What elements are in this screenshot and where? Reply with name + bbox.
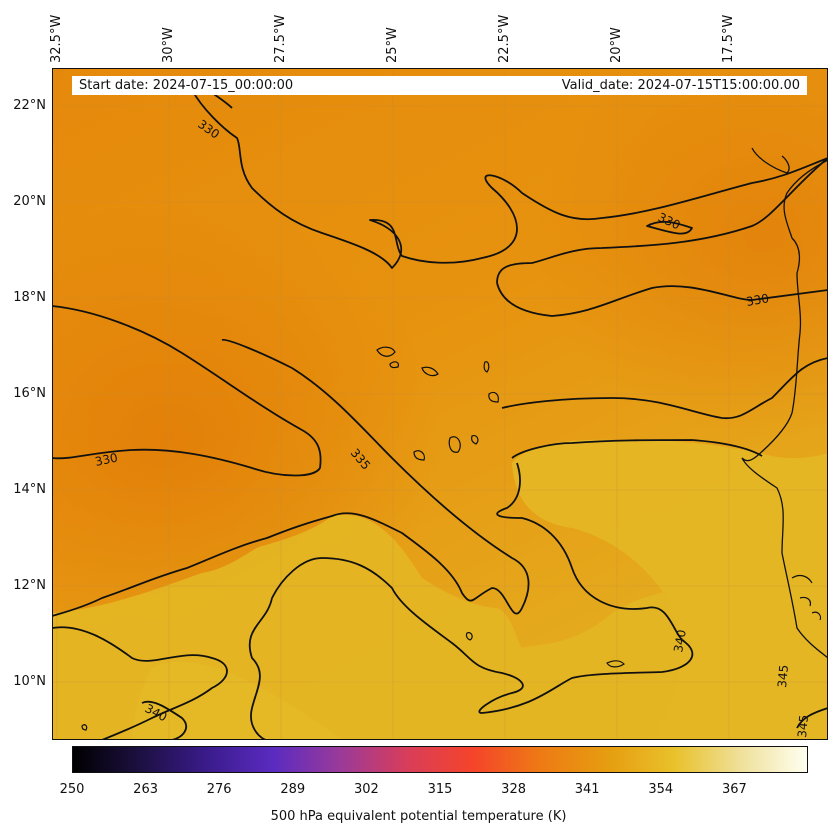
cape-verde-island-8 — [471, 435, 479, 445]
colorbar-label: 500 hPa equivalent potential temperature… — [270, 809, 567, 824]
contour-330-north — [191, 89, 828, 269]
cape-verde-island-3 — [421, 366, 439, 377]
contour-330-east — [496, 282, 828, 317]
islands — [81, 346, 822, 731]
longitude-label: 30°W — [161, 27, 176, 63]
latitude-label: 12°N — [13, 578, 46, 593]
latitude-label: 16°N — [13, 386, 46, 401]
longitude-label: 27.5°W — [273, 14, 288, 63]
contours — [52, 79, 828, 740]
colorbar-tick-label: 276 — [206, 782, 232, 797]
coastline-northern-bulge — [751, 147, 790, 174]
colorbar-tick-label: 354 — [648, 782, 674, 797]
bissagos-islands — [791, 574, 822, 621]
colorbar-tick-label: 289 — [280, 782, 306, 797]
contour-345-east — [796, 707, 828, 729]
high-theta-region-east — [512, 439, 828, 740]
contour-label-330-c: 330 — [745, 291, 770, 309]
contour-335-ridge — [52, 339, 530, 617]
coastline-africa — [741, 159, 828, 659]
colorbar-tick-label: 367 — [721, 782, 747, 797]
cape-verde-island-7 — [413, 450, 425, 461]
latitude-label: 14°N — [13, 482, 46, 497]
contour-340-inland — [248, 597, 273, 740]
island-south-2 — [606, 660, 625, 668]
start-date: Start date: 2024-07-15_00:00:00 — [79, 78, 294, 93]
contour-330-east-upper — [496, 157, 828, 284]
cape-verde-island-6 — [448, 436, 461, 453]
colorbar-tick-label: 250 — [59, 782, 85, 797]
coastline — [741, 147, 828, 659]
contour-rounded-north-east — [646, 220, 693, 235]
cape-verde-island-1 — [376, 346, 396, 357]
map-panel: 330 330 330 330 335 340 340 345 345 — [52, 68, 828, 740]
contour-labels: 330 330 330 330 335 340 340 345 345 — [94, 117, 811, 738]
latitude-label: 18°N — [13, 290, 46, 305]
cape-verde-island-2 — [389, 361, 400, 369]
longitude-label: 32.5°W — [49, 14, 64, 63]
contour-330-middle — [52, 305, 322, 477]
longitude-label: 20°W — [609, 27, 624, 63]
contour-340-south — [52, 626, 228, 740]
colorbar-tick-label: 341 — [574, 782, 600, 797]
contour-label-340-a: 340 — [671, 629, 689, 654]
latitude-label: 20°N — [13, 194, 46, 209]
latitude-label: 10°N — [13, 674, 46, 689]
colorbar-tick-label: 315 — [427, 782, 453, 797]
contour-label-345-a: 345 — [775, 664, 791, 688]
colorbar-tick-label: 263 — [133, 782, 158, 797]
longitude-label: 25°W — [385, 27, 400, 63]
contour-label-330-d: 330 — [94, 450, 119, 468]
valid-date: Valid_date: 2024-07-15T15:00:00.00 — [561, 78, 800, 93]
cape-verde-island-4 — [483, 361, 490, 373]
contour-label-345-b: 345 — [795, 714, 811, 738]
date-info-bar: Start date: 2024-07-15_00:00:00 Valid_da… — [72, 76, 807, 95]
colorbar — [72, 746, 808, 773]
colorbar-tick-label: 302 — [353, 782, 379, 797]
contour-335-south-east-outer — [271, 462, 694, 714]
longitude-label: 17.5°W — [721, 14, 736, 63]
contour-335-loop — [501, 357, 828, 420]
longitude-label: 22.5°W — [497, 14, 512, 63]
island-southwest — [81, 724, 88, 731]
island-south-1 — [465, 632, 473, 641]
cape-verde-island-5 — [488, 391, 499, 403]
contour-335-southeast — [511, 439, 763, 459]
colorbar-tick-label: 328 — [501, 782, 526, 797]
latitude-label: 22°N — [13, 98, 46, 113]
contour-340-southwest-inner — [141, 700, 187, 740]
